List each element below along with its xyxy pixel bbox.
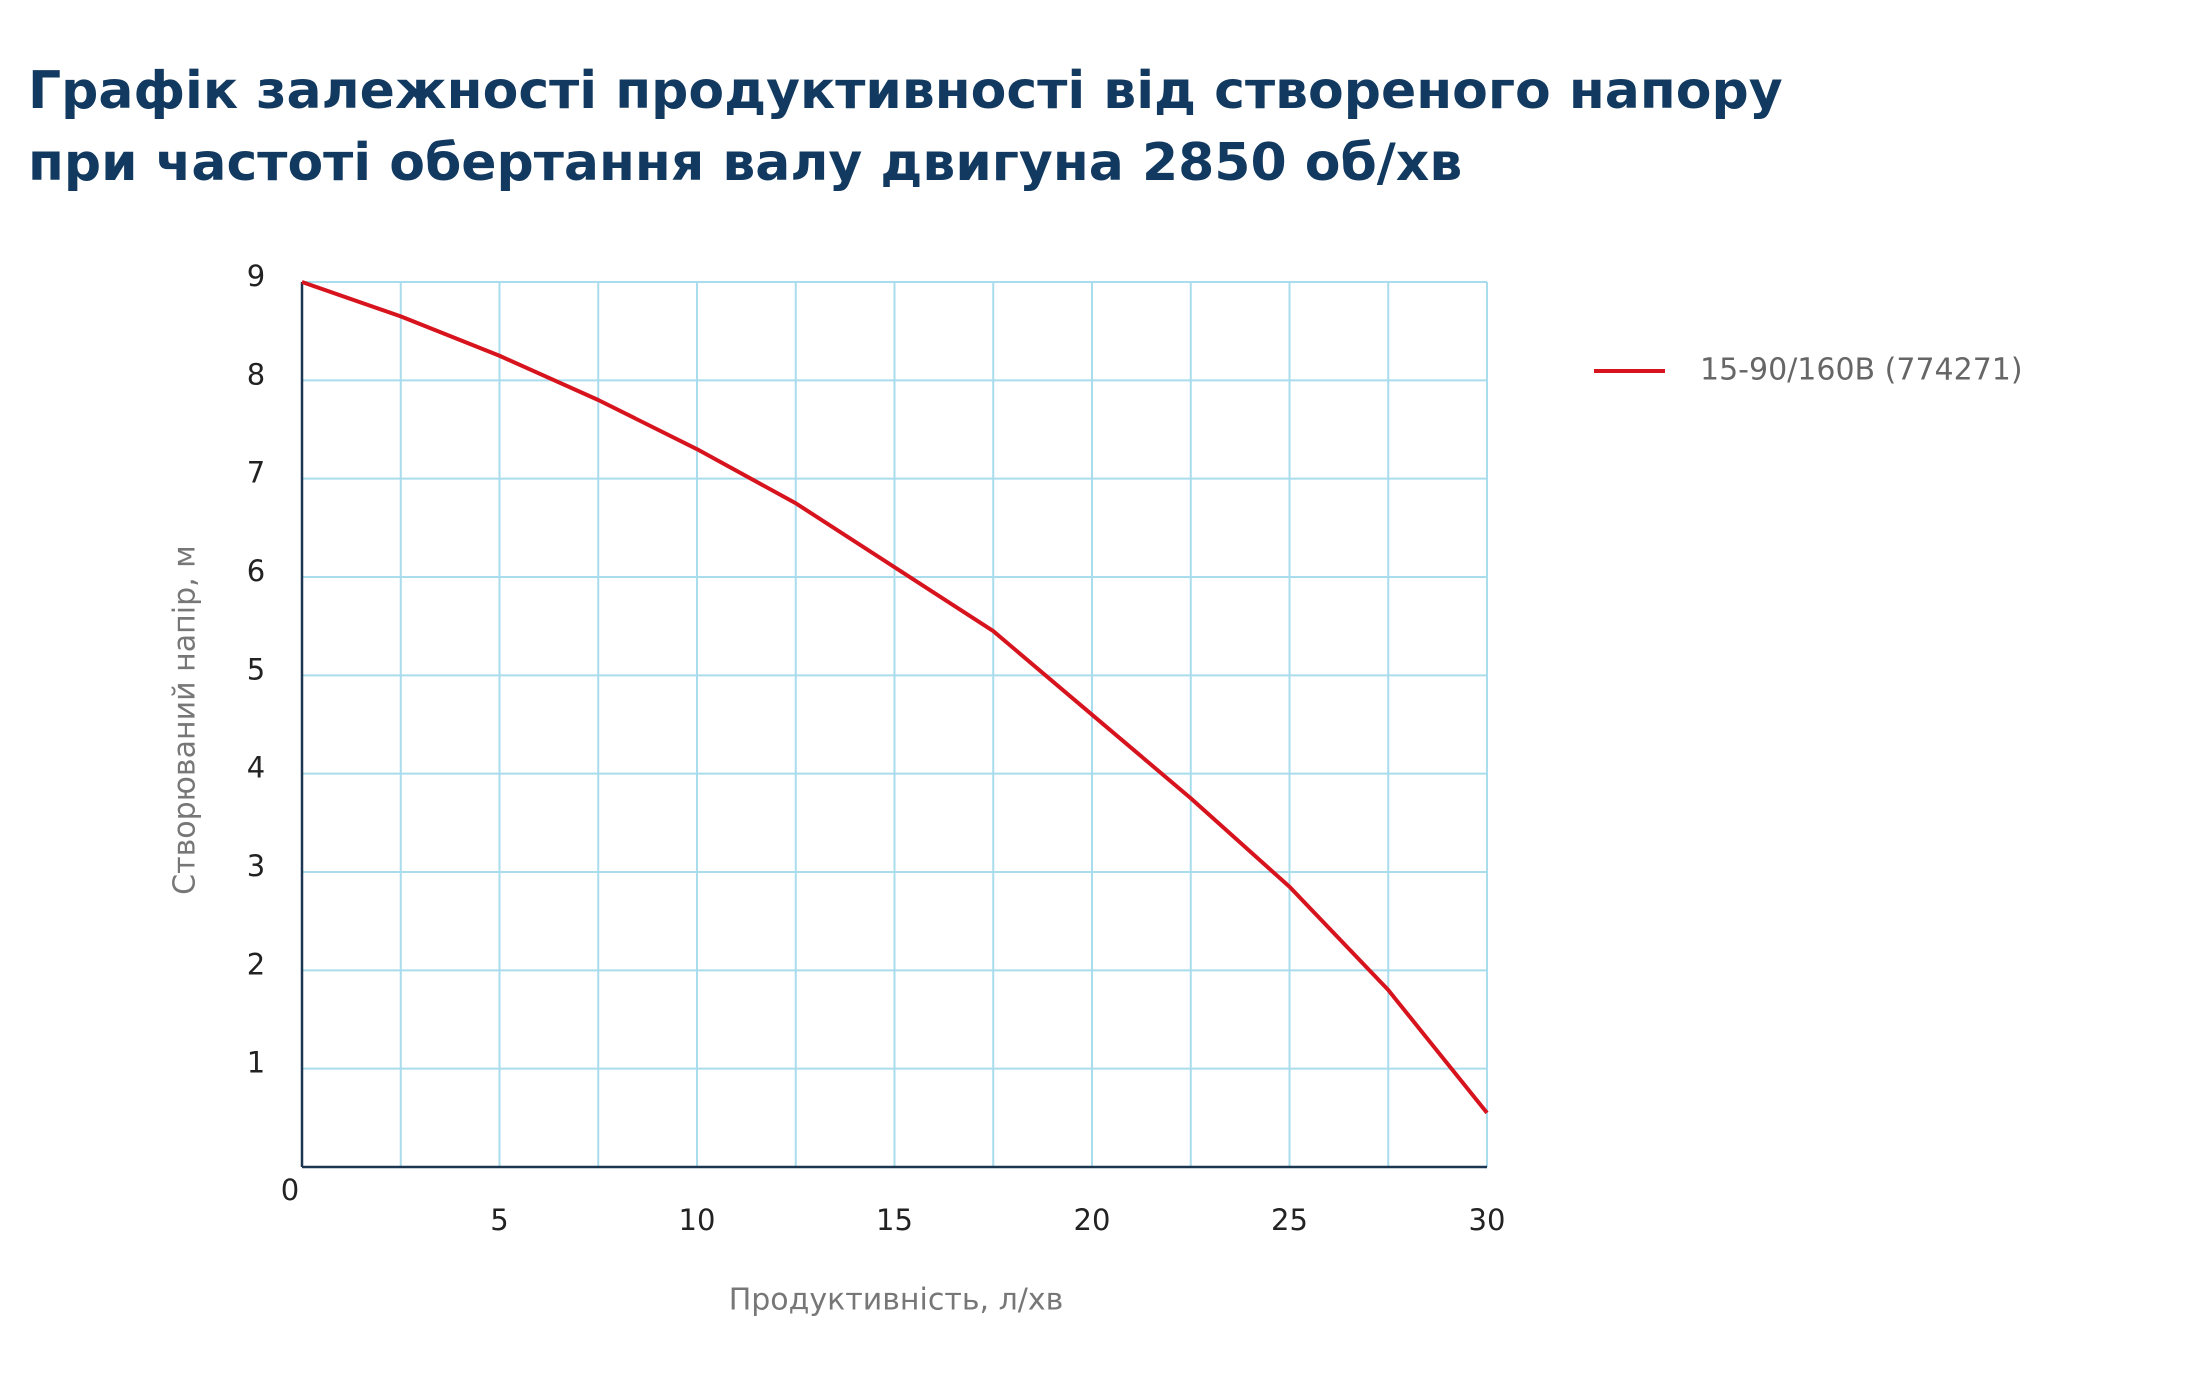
x-tick-label: 25 [1271, 1203, 1308, 1237]
x-tick-label: 20 [1074, 1203, 1111, 1237]
y-tick-label: 7 [247, 456, 265, 490]
y-tick-label: 9 [247, 259, 265, 293]
x-tick-label: 10 [679, 1203, 716, 1237]
chart-title: при частоті обертання валу двигуна 2850 … [28, 133, 1462, 193]
y-tick-label: 8 [247, 357, 265, 391]
y-tick-label: 3 [247, 849, 265, 883]
x-tick-label: 15 [876, 1203, 913, 1237]
y-axis-label: Створюваний напір, м [168, 545, 203, 895]
legend-label: 15-90/160B (774271) [1700, 353, 2023, 388]
y-tick-label: 6 [247, 554, 265, 588]
series-line [301, 280, 1489, 1115]
y-tick-label: 5 [247, 652, 265, 686]
y-tick-label: 0 [281, 1173, 299, 1207]
x-tick-label: 5 [490, 1203, 508, 1237]
y-tick-label: 4 [247, 751, 265, 785]
y-tick-label: 1 [247, 1046, 265, 1080]
y-tick-label: 2 [247, 947, 265, 981]
x-axis-label: Продуктивність, л/хв [729, 1283, 1064, 1318]
chart-title: Графік залежності продуктивності від ств… [28, 61, 1783, 121]
x-tick-label: 30 [1469, 1203, 1506, 1237]
